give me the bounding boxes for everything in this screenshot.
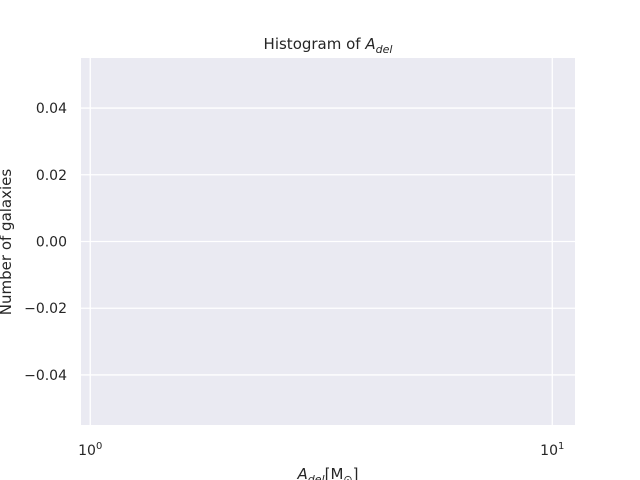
x-tick-labels: 100 101 [78, 441, 564, 459]
y-tick-labels: 0.04 0.02 0.00 −0.02 −0.04 [24, 101, 67, 384]
y-tick-label: −0.02 [24, 301, 67, 317]
x-tick-label: 100 [78, 441, 102, 459]
y-tick-label: −0.04 [24, 368, 67, 384]
grid-lines [81, 58, 575, 425]
chart-title: Histogram of Adel [264, 35, 393, 56]
y-tick-label: 0.02 [36, 168, 67, 184]
x-axis-label: Adel[M⊙] [297, 465, 359, 480]
y-tick-label: 0.04 [36, 101, 67, 117]
y-tick-label: 0.00 [36, 235, 67, 251]
x-tick-label: 101 [540, 441, 564, 459]
y-axis-label: Number of galaxies [0, 169, 15, 316]
